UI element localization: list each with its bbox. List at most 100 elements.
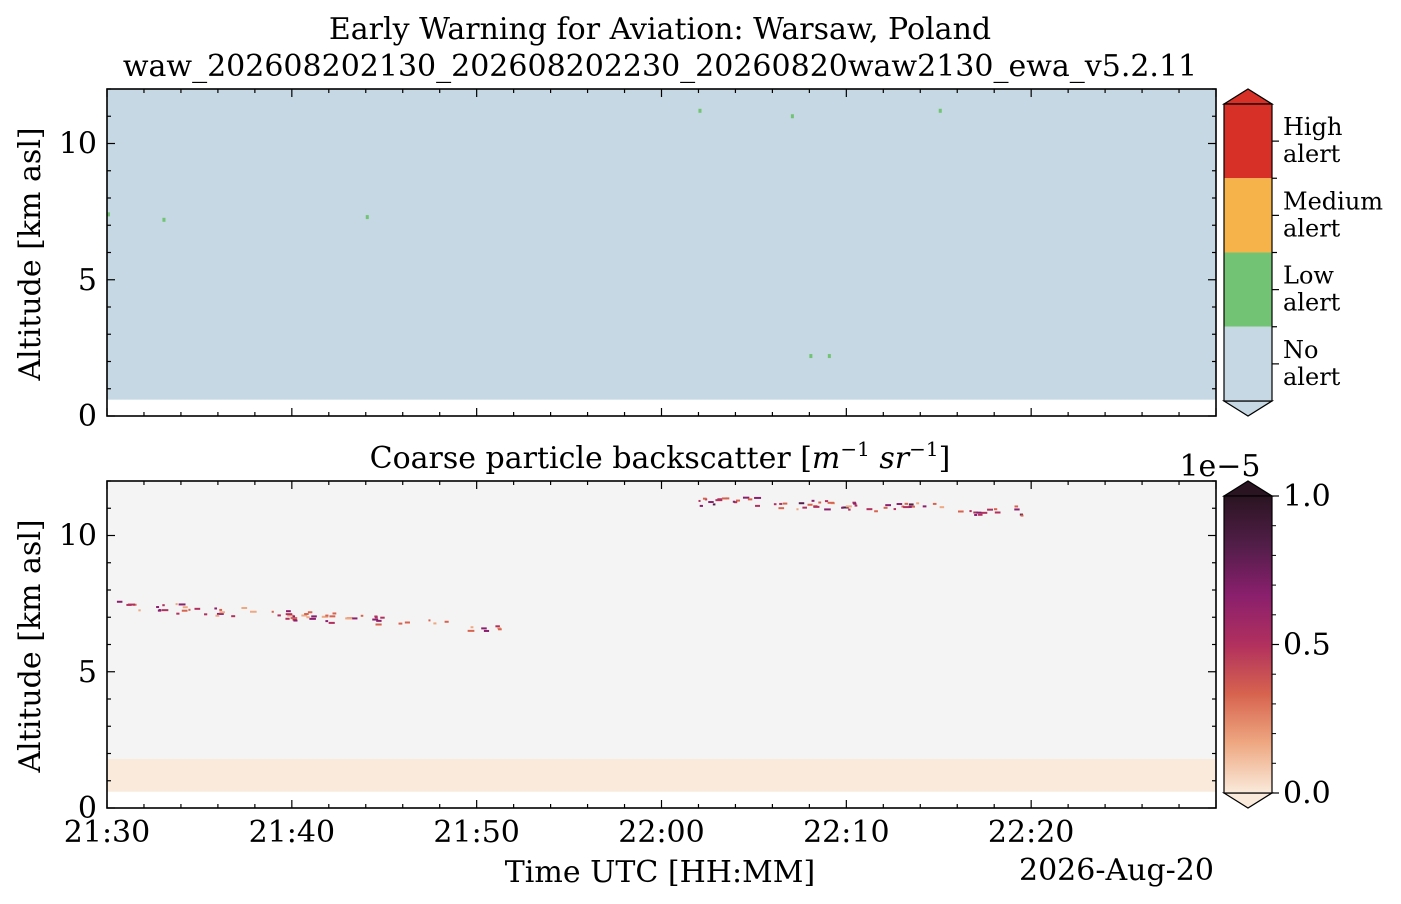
aerosol-layer-pixel xyxy=(866,508,873,511)
aerosol-layer-pixel xyxy=(702,497,707,500)
figure-title-line1: Early Warning for Aviation: Warsaw, Pola… xyxy=(329,12,991,47)
aerosol-layer-pixel xyxy=(156,606,160,609)
aerosol-layer-pixel xyxy=(352,617,358,620)
aerosol-layer-pixel xyxy=(969,510,972,513)
aerosol-layer-pixel xyxy=(807,503,813,506)
aerosol-layer-pixel xyxy=(204,613,208,616)
aerosol-layer-pixel xyxy=(304,613,309,616)
aerosol-layer-pixel xyxy=(158,609,161,612)
aerosol-layer-pixel xyxy=(374,616,378,619)
aerosol-layer-pixel xyxy=(404,621,410,624)
aerosol-layer-pixel xyxy=(128,603,135,606)
aerosol-layer-pixel xyxy=(994,511,1001,514)
aerosol-layer-pixel xyxy=(841,506,844,509)
boundary-layer-aerosol xyxy=(107,758,1216,792)
aerosol-layer-pixel xyxy=(854,504,858,507)
aerosol-layer-pixel xyxy=(916,502,920,505)
alert-class-swatch xyxy=(1224,252,1272,327)
aerosol-layer-pixel xyxy=(301,614,308,617)
alert-class-label: No xyxy=(1283,336,1318,364)
colorbar-tick-label: 0.5 xyxy=(1283,628,1331,663)
aerosol-layer-pixel xyxy=(853,502,857,505)
aerosol-layer-pixel xyxy=(250,610,257,613)
aerosol-layer-pixel xyxy=(735,499,741,502)
aerosol-layer-pixel xyxy=(755,504,760,507)
aerosol-layer-pixel xyxy=(827,501,835,504)
aerosol-layer-pixel xyxy=(444,620,449,623)
aerosol-layer-pixel xyxy=(470,626,474,629)
aerosol-layer-pixel xyxy=(188,608,191,611)
aerosol-layer-pixel xyxy=(904,502,909,505)
backscatter-colorbar-multiplier: 1e−5 xyxy=(1179,449,1260,484)
aerosol-layer-pixel xyxy=(721,497,727,500)
x-axis-label: Time UTC [HH:MM] xyxy=(505,855,815,890)
aerosol-layer-pixel xyxy=(708,501,714,504)
aerosol-layer-pixel xyxy=(1014,505,1019,508)
aerosol-layer-pixel xyxy=(332,612,337,615)
aerosol-layer-pixel xyxy=(219,611,225,614)
aerosol-layer-pixel xyxy=(987,508,994,511)
x-tick-label: 21:40 xyxy=(249,815,335,850)
aerosol-layer-pixel xyxy=(699,504,703,507)
aerosol-layer-pixel xyxy=(241,607,248,610)
aerosol-layer-pixel xyxy=(811,499,815,502)
aerosol-layer-pixel xyxy=(909,505,912,508)
date-label: 2026-Aug-20 xyxy=(1019,853,1214,888)
no-alert-field xyxy=(107,89,1216,400)
aerosol-layer-pixel xyxy=(498,628,502,631)
alert-class-label: alert xyxy=(1283,289,1341,317)
alert-colorbar-bottom-extension xyxy=(1221,400,1275,417)
aerosol-layer-pixel xyxy=(467,629,475,632)
aerosol-layer-pixel xyxy=(798,502,805,505)
alert-class-label: alert xyxy=(1283,363,1341,391)
aerosol-layer-pixel xyxy=(372,618,379,621)
aerosol-layer-pixel xyxy=(375,623,382,626)
x-tick-label: 22:10 xyxy=(803,815,889,850)
aerosol-layer-pixel xyxy=(271,610,274,613)
aerosol-layer-pixel xyxy=(976,511,982,514)
low-alert-pixel xyxy=(809,354,813,359)
colorbar-tick-label: 1.0 xyxy=(1283,479,1331,514)
aerosol-layer-pixel xyxy=(742,496,750,499)
aerosol-layer-pixel xyxy=(138,609,141,612)
aerosol-layer-pixel xyxy=(994,508,998,511)
aerosol-layer-pixel xyxy=(481,627,487,630)
alert-class-label: Low xyxy=(1283,262,1334,290)
aerosol-layer-pixel xyxy=(325,614,329,617)
aerosol-layer-pixel xyxy=(903,506,910,509)
aerosol-layer-pixel xyxy=(980,511,988,514)
x-tick-label: 22:20 xyxy=(988,815,1074,850)
backscatter-title: Coarse particle backscatter [m−1 sr−1] xyxy=(370,437,951,476)
backscatter-features xyxy=(107,496,1216,792)
alert-axis-ticks: 0 5 10 xyxy=(59,88,1217,434)
aerosol-layer-pixel xyxy=(161,609,169,612)
aerosol-layer-pixel xyxy=(782,502,788,505)
aerosol-layer-pixel xyxy=(939,506,945,509)
aerosol-layer-pixel xyxy=(957,510,964,513)
low-alert-pixel xyxy=(365,215,369,220)
aerosol-layer-pixel xyxy=(773,503,777,506)
aerosol-layer-pixel xyxy=(818,501,822,504)
alert-ylabel: Altitude [km asl] xyxy=(13,127,48,381)
aerosol-layer-pixel xyxy=(398,622,403,625)
aerosol-layer-pixel xyxy=(311,615,317,618)
alert-class-label: High xyxy=(1283,113,1342,141)
aerosol-layer-pixel xyxy=(885,504,892,507)
aerosol-layer-pixel xyxy=(842,506,849,509)
x-tick-labels: 21:30 21:40 21:50 22:00 22:10 22:20 xyxy=(64,815,1075,850)
aerosol-layer-pixel xyxy=(779,502,783,505)
aerosol-layer-pixel xyxy=(725,497,730,500)
y-tick-label: 5 xyxy=(78,263,97,298)
aerosol-layer-pixel xyxy=(848,508,851,511)
aerosol-layer-pixel xyxy=(883,506,888,509)
alert-colorbar-top-extension xyxy=(1221,88,1275,105)
aerosol-layer-pixel xyxy=(896,503,903,506)
aerosol-layer-pixel xyxy=(293,619,298,622)
aerosol-layer-pixel xyxy=(306,616,310,619)
colorbar-tick-label: 0.0 xyxy=(1283,776,1331,811)
aerosol-layer-pixel xyxy=(215,614,220,617)
aerosol-layer-pixel xyxy=(495,625,500,628)
aerosol-layer-pixel xyxy=(874,510,878,513)
aerosol-layer-pixel xyxy=(181,609,188,612)
